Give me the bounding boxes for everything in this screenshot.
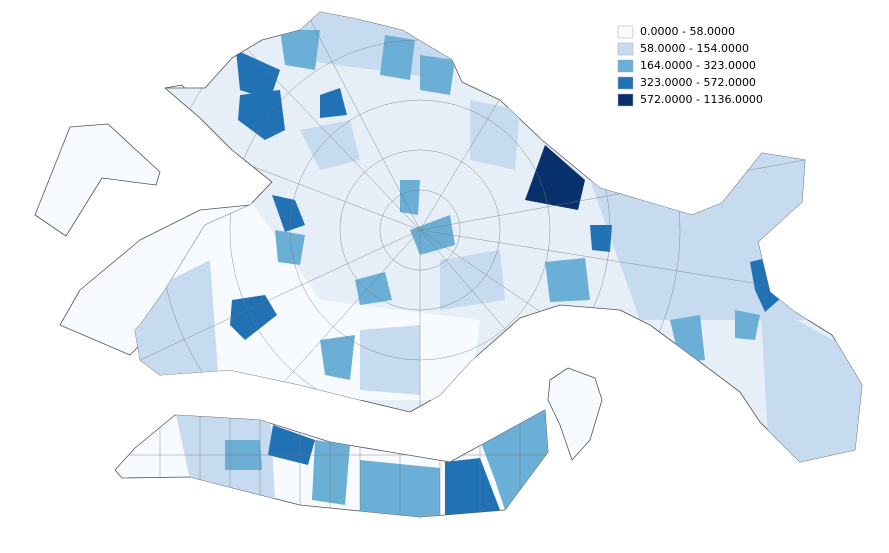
legend-swatch xyxy=(617,42,634,56)
legend-label: 572.0000 - 1136.0000 xyxy=(640,93,763,106)
legend-swatch xyxy=(617,59,634,73)
pier xyxy=(34,123,161,237)
legend-swatch xyxy=(617,76,634,90)
legend-label: 0.0000 - 58.0000 xyxy=(640,25,735,38)
legend-label: 164.0000 - 323.0000 xyxy=(640,59,756,72)
giudecca-districts xyxy=(175,410,548,517)
san-giorgio xyxy=(547,367,603,461)
legend: 0.0000 - 58.0000 58.0000 - 154.0000 164.00… xyxy=(617,25,763,107)
legend-swatch xyxy=(617,25,634,39)
legend-label: 58.0000 - 154.0000 xyxy=(640,42,749,55)
legend-swatch xyxy=(617,93,634,107)
legend-label: 323.0000 - 572.0000 xyxy=(640,76,756,89)
